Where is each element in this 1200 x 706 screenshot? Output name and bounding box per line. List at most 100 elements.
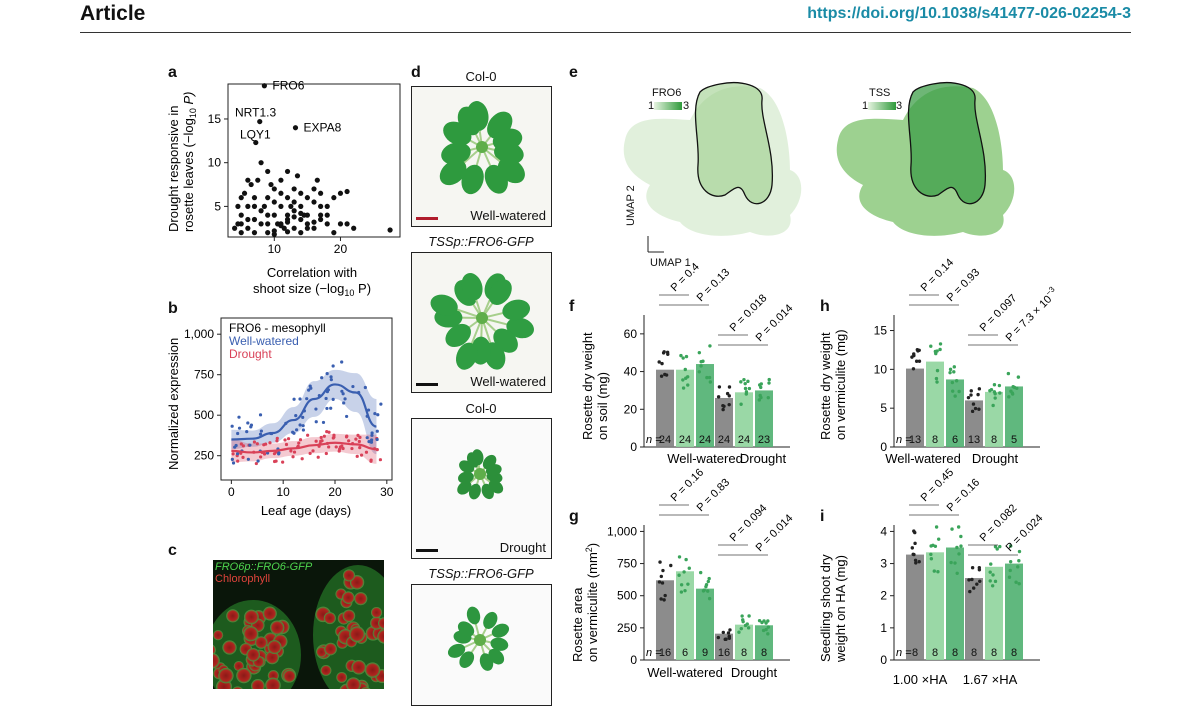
- data-point: [744, 387, 747, 390]
- ytick-label: 500: [617, 589, 637, 603]
- data-point: [1011, 392, 1014, 395]
- ytick-label: 60: [624, 327, 638, 341]
- data-point: [989, 570, 992, 573]
- data-point: [930, 557, 933, 560]
- data-point: [957, 390, 960, 393]
- data-point: [743, 382, 746, 385]
- data-point: [717, 636, 720, 639]
- data-point: [957, 552, 960, 555]
- data-point: [974, 407, 977, 410]
- data-point: [666, 353, 669, 356]
- data-point: [706, 589, 709, 592]
- data-point: [933, 569, 936, 572]
- data-point: [758, 383, 761, 386]
- data-point: [717, 395, 720, 398]
- data-point: [768, 378, 771, 381]
- data-point: [685, 355, 688, 358]
- data-point: [658, 580, 661, 583]
- data-point: [929, 344, 932, 347]
- data-point: [949, 561, 952, 564]
- data-point: [699, 571, 702, 574]
- data-point: [989, 579, 992, 582]
- group-label: 1.00 ×HA: [893, 672, 948, 687]
- group-label: Well-watered: [885, 451, 961, 466]
- ytick-label: 0: [630, 440, 637, 454]
- data-point: [1014, 581, 1017, 584]
- data-point: [949, 368, 952, 371]
- data-point: [722, 631, 725, 634]
- data-point: [951, 389, 954, 392]
- n-prefix: n =: [646, 647, 662, 659]
- data-point: [918, 349, 921, 352]
- data-point: [993, 396, 996, 399]
- data-point: [994, 545, 997, 548]
- data-point: [917, 560, 920, 563]
- data-point: [682, 570, 685, 573]
- n-prefix: n =: [646, 434, 662, 446]
- data-point: [686, 383, 689, 386]
- n-label: 8: [912, 647, 918, 659]
- data-point: [1011, 385, 1014, 388]
- data-point: [991, 404, 994, 407]
- data-point: [978, 387, 981, 390]
- data-point: [1018, 550, 1021, 553]
- data-point: [747, 626, 750, 629]
- data-point: [680, 583, 683, 586]
- data-point: [911, 546, 914, 549]
- data-point: [1017, 582, 1020, 585]
- data-point: [951, 381, 954, 384]
- data-point: [727, 635, 730, 638]
- data-point: [680, 590, 683, 593]
- data-point: [929, 553, 932, 556]
- data-point: [708, 344, 711, 347]
- data-point: [967, 396, 970, 399]
- data-point: [669, 564, 672, 567]
- ytick-label: 0: [630, 653, 637, 667]
- data-point: [698, 370, 701, 373]
- data-point: [658, 360, 661, 363]
- data-point: [681, 378, 684, 381]
- bar: [906, 555, 924, 660]
- data-point: [968, 590, 971, 593]
- data-point: [991, 584, 994, 587]
- data-point: [972, 402, 975, 405]
- data-point: [742, 378, 745, 381]
- data-point: [707, 577, 710, 580]
- y-axis-label-line1: Rosette dry weight: [818, 332, 833, 440]
- data-point: [727, 403, 730, 406]
- y-axis-label-line2: weight on HA (mg): [833, 555, 848, 663]
- data-point: [767, 396, 770, 399]
- n-label: 8: [932, 647, 938, 659]
- data-point: [728, 628, 731, 631]
- data-point: [953, 394, 956, 397]
- n-label: 8: [971, 647, 977, 659]
- y-axis-label-line1: Rosette dry weight: [580, 332, 595, 440]
- data-point: [728, 385, 731, 388]
- data-point: [978, 580, 981, 583]
- data-point: [705, 376, 708, 379]
- n-label: 6: [682, 647, 688, 659]
- data-point: [683, 589, 686, 592]
- group-label: Well-watered: [667, 451, 743, 466]
- data-point: [703, 588, 706, 591]
- data-point: [1008, 576, 1011, 579]
- data-point: [912, 529, 915, 532]
- data-point: [660, 575, 663, 578]
- group-label: Drought: [740, 451, 787, 466]
- data-point: [1009, 569, 1012, 572]
- data-point: [939, 342, 942, 345]
- data-point: [991, 573, 994, 576]
- data-point: [918, 360, 921, 363]
- data-point: [684, 377, 687, 380]
- data-point: [950, 527, 953, 530]
- ytick-label: 5: [880, 401, 887, 415]
- data-point: [967, 578, 970, 581]
- data-point: [936, 369, 939, 372]
- data-point: [678, 555, 681, 558]
- group-label: Drought: [972, 451, 1019, 466]
- n-label: 8: [991, 647, 997, 659]
- data-point: [938, 348, 941, 351]
- n-prefix: n =: [896, 434, 912, 446]
- n-label: 24: [679, 434, 691, 446]
